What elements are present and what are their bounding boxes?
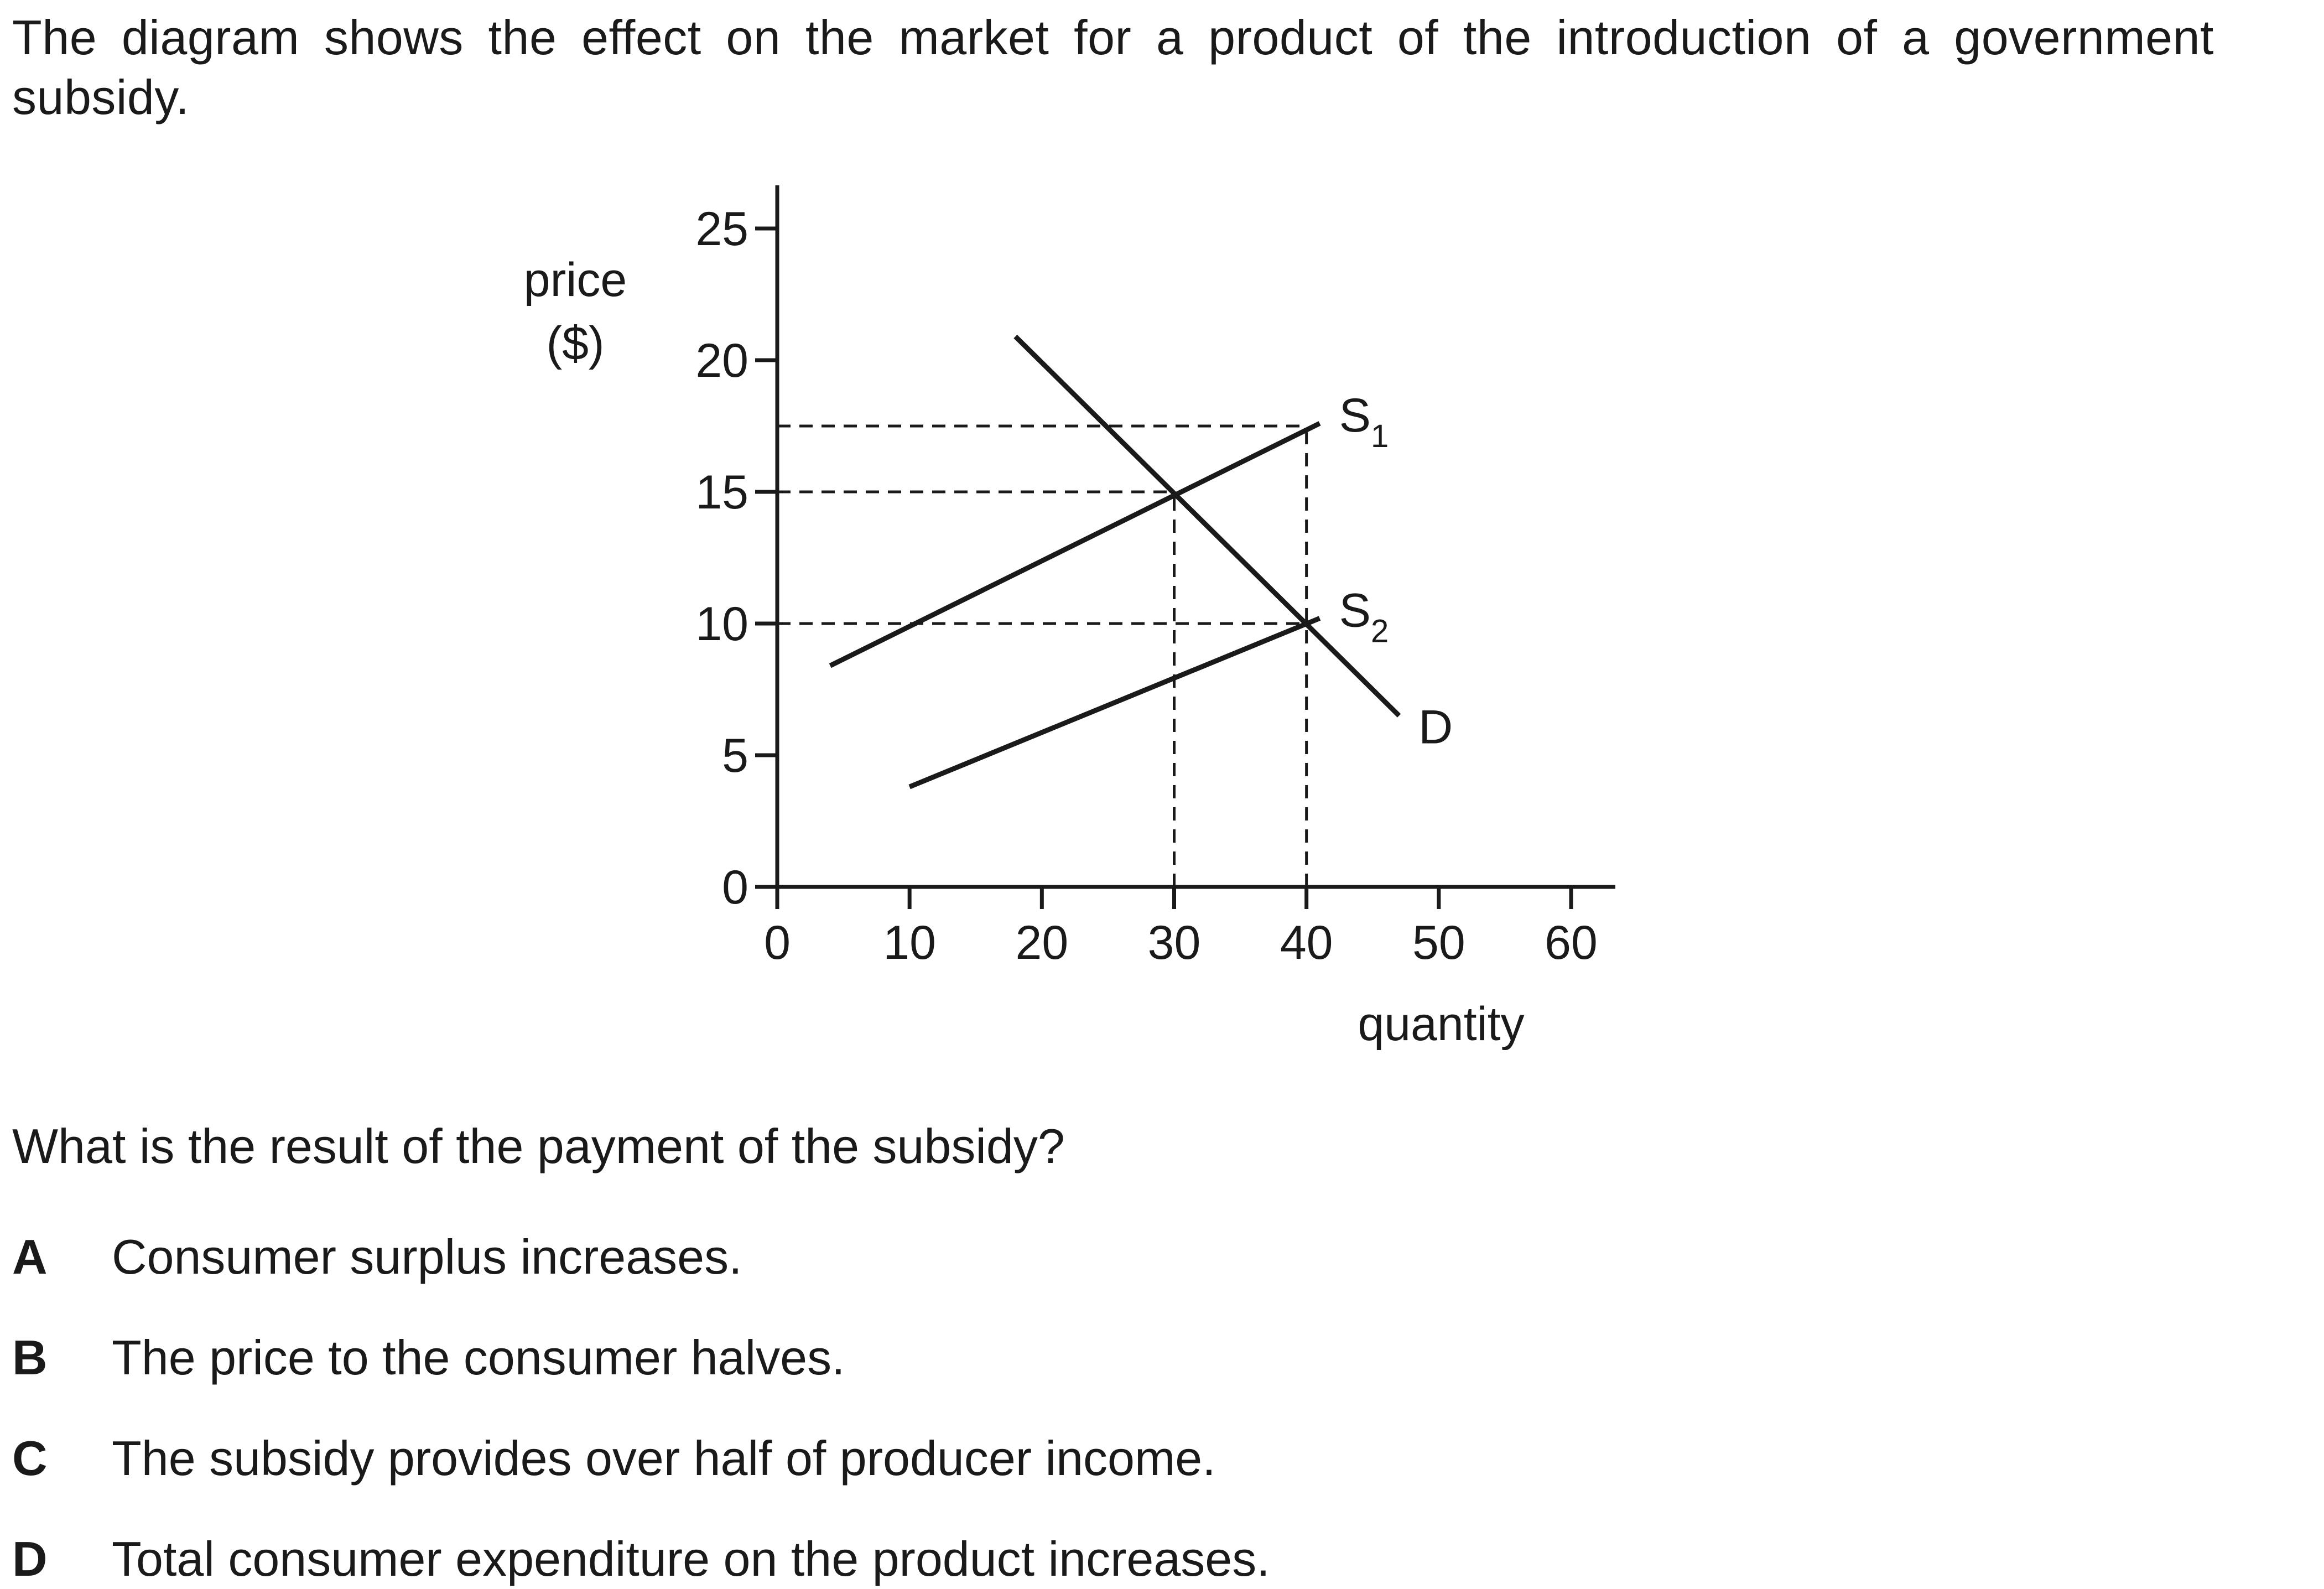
x-tick-label: 10 — [883, 916, 936, 969]
y-tick-label: 20 — [695, 334, 748, 387]
option-text: Total consumer expenditure on the produc… — [112, 1531, 1270, 1586]
y-tick-label: 0 — [722, 861, 748, 914]
axis-ticks: 0 5 10 15 20 25 0 10 20 30 40 50 60 — [695, 202, 1598, 969]
series-line-s1 — [829, 421, 1321, 668]
series-label-subscript: 2 — [1371, 613, 1389, 649]
series-label-d: D — [1418, 701, 1453, 754]
x-tick-label: 40 — [1280, 916, 1333, 969]
answer-option-a[interactable]: A Consumer surplus increases. — [12, 1227, 742, 1287]
reference-lines — [777, 424, 1308, 887]
x-tick-label: 20 — [1015, 916, 1068, 969]
y-tick-label: 5 — [722, 729, 748, 782]
series-label-s1: S1 — [1339, 389, 1389, 454]
x-tick-label: 60 — [1545, 916, 1598, 969]
option-text: The subsidy provides over half of produc… — [112, 1431, 1216, 1486]
series-label-subscript: 1 — [1371, 418, 1389, 454]
answer-option-d[interactable]: D Total consumer expenditure on the produ… — [12, 1529, 1270, 1589]
y-tick-label: 10 — [695, 598, 748, 651]
x-tick-label: 30 — [1148, 916, 1201, 969]
y-axis-label: price — [524, 253, 627, 307]
answer-option-b[interactable]: B The price to the consumer halves. — [12, 1328, 845, 1388]
chart-axes — [775, 185, 1615, 889]
y-tick-label: 15 — [695, 466, 748, 519]
series-line-d — [1013, 334, 1401, 718]
option-text: The price to the consumer halves. — [112, 1330, 845, 1385]
question-prompt: What is the result of the payment of the… — [12, 1119, 1065, 1173]
y-axis-unit-label: ($) — [546, 317, 604, 370]
series-label-s2: S2 — [1339, 584, 1389, 649]
chart-series: S1 S2 D — [829, 334, 1453, 790]
series-line-s2 — [908, 616, 1321, 790]
answer-option-c[interactable]: C The subsidy provides over half of produ… — [12, 1429, 1216, 1488]
option-letter: A — [12, 1229, 48, 1284]
option-text: Consumer surplus increases. — [112, 1229, 742, 1284]
x-tick-label: 50 — [1412, 916, 1465, 969]
x-tick-label: 0 — [764, 916, 791, 969]
option-letter: D — [12, 1531, 48, 1586]
y-tick-label: 25 — [695, 202, 748, 256]
x-axis-label: quantity — [1358, 998, 1524, 1051]
option-letter: C — [12, 1431, 48, 1486]
question-intro: The diagram shows the effect on the mark… — [12, 10, 2214, 124]
option-letter: B — [12, 1330, 48, 1385]
